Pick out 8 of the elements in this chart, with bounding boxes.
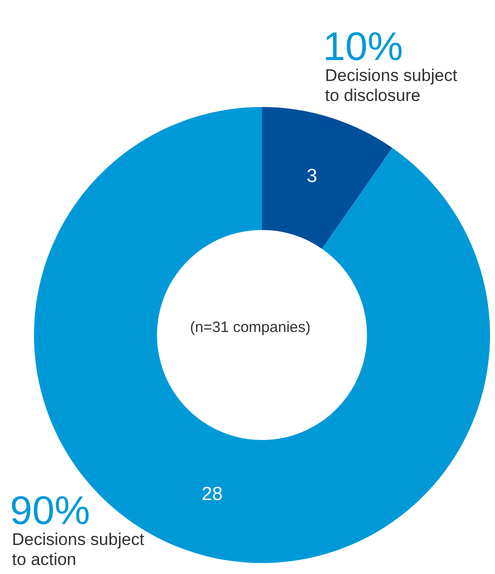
text: (n=31 companies) bbox=[190, 319, 310, 336]
donut-slice bbox=[262, 107, 392, 249]
data-label: 28 bbox=[202, 484, 223, 505]
data-label: 3 bbox=[306, 166, 318, 188]
text: 10% bbox=[323, 25, 404, 69]
text: 90% bbox=[10, 489, 90, 533]
slice-label: Decisions subject to disclosure bbox=[325, 66, 458, 105]
slice-label: Decisions subject to action bbox=[12, 530, 145, 569]
